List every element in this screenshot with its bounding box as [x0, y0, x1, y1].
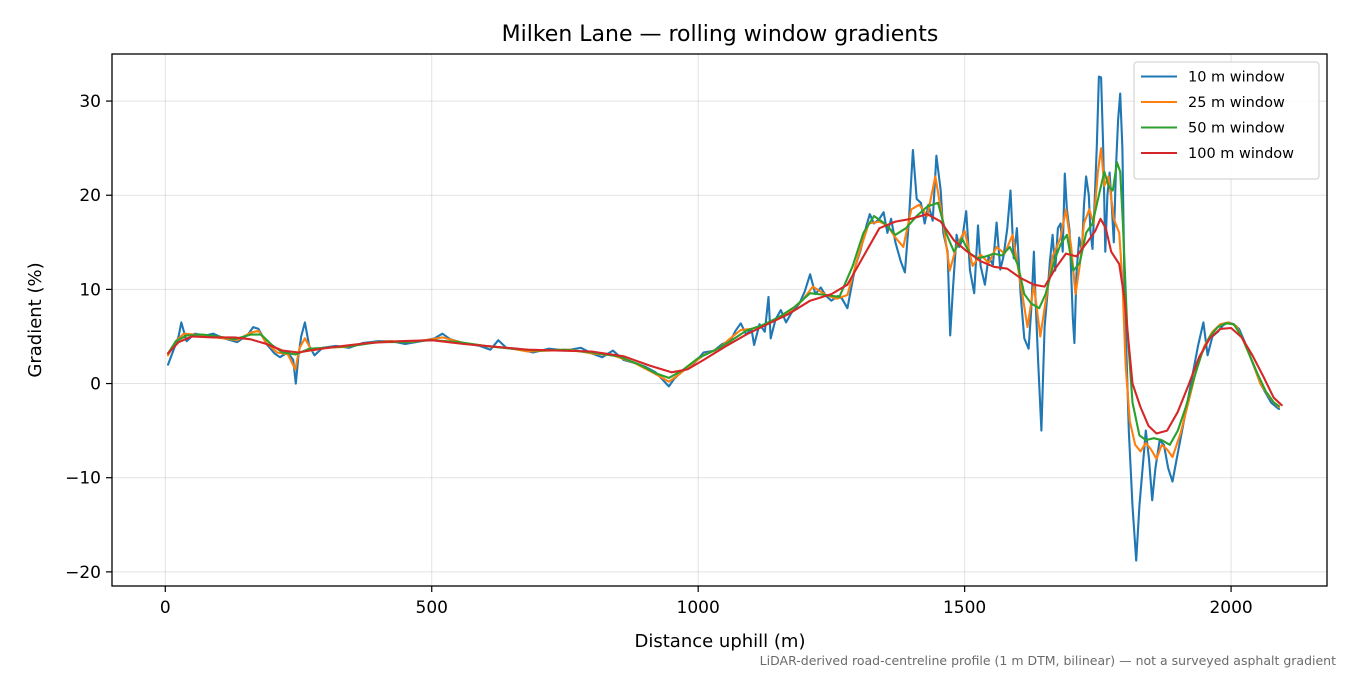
series-line-4 [166, 213, 1283, 435]
x-tick-label: 1000 [677, 598, 720, 618]
y-axis-label: Gradient (%) [25, 262, 46, 377]
y-tick-label: 0 [90, 375, 101, 395]
grid [112, 54, 1327, 586]
legend-entry: 10 m window [1188, 70, 1285, 86]
plot-frame [111, 53, 1328, 587]
y-tick-label: −10 [65, 469, 101, 489]
y-tick-label: 20 [79, 186, 101, 206]
y-tick-label: −20 [65, 563, 101, 583]
x-tick-label: 2000 [1209, 598, 1252, 618]
x-tick-label: 0 [160, 598, 171, 618]
legend-entry: 25 m window [1188, 95, 1285, 111]
x-axis: 0 500 1000 1500 2000 [160, 586, 1253, 618]
legend: 10 m window 25 m window 50 m window 100 m w… [1133, 61, 1320, 180]
y-axis: −20 −10 0 10 20 30 [65, 92, 112, 583]
legend-entry: 100 m window [1188, 146, 1294, 162]
x-tick-label: 500 [416, 598, 448, 618]
footnote: LiDAR-derived road-centreline profile (1… [760, 653, 1336, 668]
chart-title: Milken Lane — rolling window gradients [502, 22, 939, 47]
y-tick-label: 10 [79, 280, 101, 300]
x-axis-label: Distance uphill (m) [635, 631, 806, 652]
x-tick-label: 1500 [943, 598, 986, 618]
legend-entry: 50 m window [1188, 121, 1285, 137]
series-layer [166, 75, 1283, 562]
legend-box [1133, 61, 1320, 180]
y-tick-label: 30 [79, 92, 101, 112]
